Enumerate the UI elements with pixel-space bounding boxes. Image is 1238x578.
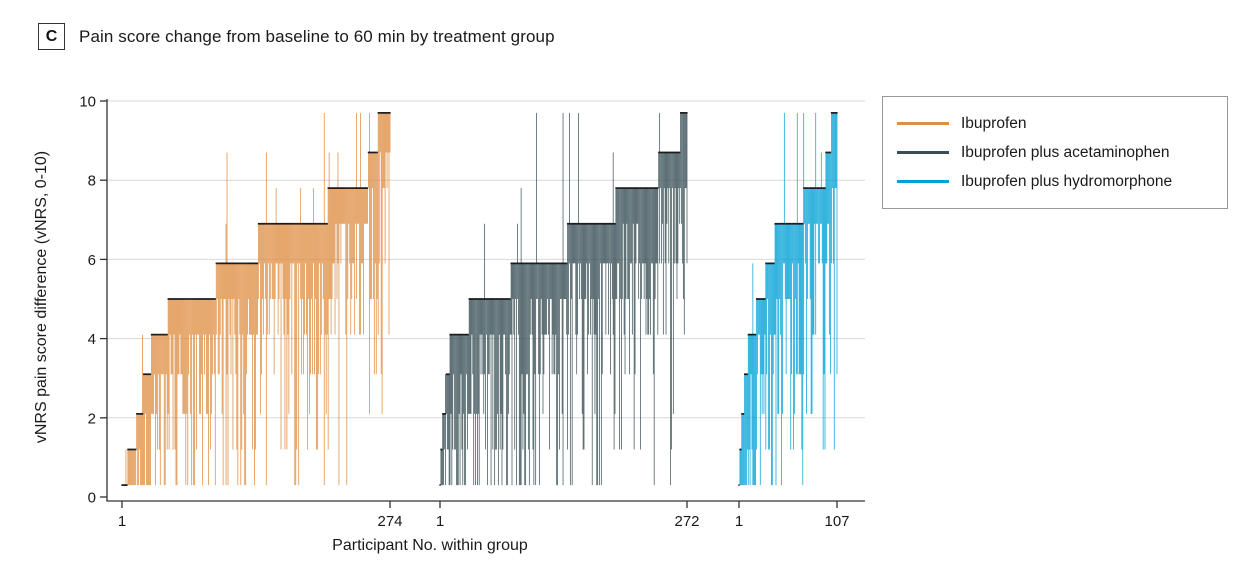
panel-letter: C xyxy=(45,27,58,45)
svg-text:1: 1 xyxy=(436,513,444,530)
svg-text:1: 1 xyxy=(735,513,743,530)
svg-text:2: 2 xyxy=(88,410,96,427)
svg-text:8: 8 xyxy=(88,173,96,190)
panel-letter-badge: C xyxy=(38,23,65,50)
svg-text:107: 107 xyxy=(824,513,849,530)
panel-title: Pain score change from baseline to 60 mi… xyxy=(79,27,555,46)
legend-line-swatch xyxy=(897,150,949,155)
svg-text:1: 1 xyxy=(118,513,126,530)
svg-text:4: 4 xyxy=(88,331,96,348)
svg-text:274: 274 xyxy=(377,513,402,530)
svg-text:6: 6 xyxy=(88,252,96,269)
legend-label: Ibuprofen plus acetaminophen xyxy=(961,143,1170,161)
legend-line-swatch xyxy=(897,121,949,126)
legend-label: Ibuprofen xyxy=(961,114,1027,132)
svg-text:0: 0 xyxy=(88,490,96,507)
x-axis-label: Participant No. within group xyxy=(332,537,528,554)
legend-label: Ibuprofen plus hydromorphone xyxy=(961,172,1173,190)
legend-line-swatch xyxy=(897,179,949,184)
legend-item-ibuprofen-acetaminophen: Ibuprofen plus acetaminophen xyxy=(897,138,1227,167)
legend-item-ibuprofen-hydromorphone: Ibuprofen plus hydromorphone xyxy=(897,167,1227,196)
svg-text:272: 272 xyxy=(674,513,699,530)
y-axis-label: vNRS pain score difference (vNRS, 0-10) xyxy=(33,150,50,444)
svg-text:10: 10 xyxy=(79,94,96,111)
legend-item-ibuprofen: Ibuprofen xyxy=(897,109,1227,138)
legend: Ibuprofen Ibuprofen plus acetaminophen I… xyxy=(882,96,1228,209)
